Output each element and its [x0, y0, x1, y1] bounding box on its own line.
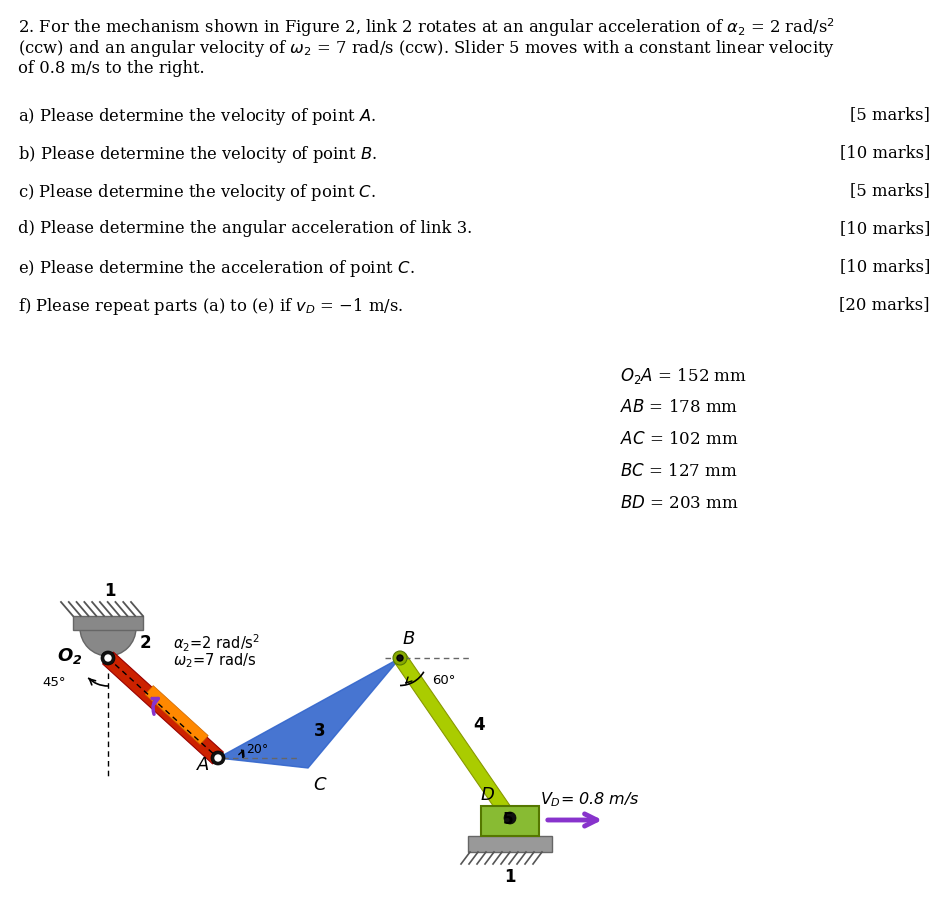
Polygon shape: [102, 652, 224, 764]
Text: $V_D$= 0.8 m/s: $V_D$= 0.8 m/s: [540, 791, 640, 809]
Circle shape: [397, 655, 403, 661]
Text: b) Please determine the velocity of point $B$.: b) Please determine the velocity of poin…: [18, 144, 377, 165]
Text: f) Please repeat parts (a) to (e) if $v_D$ = $-$1 m/s.: f) Please repeat parts (a) to (e) if $v_…: [18, 296, 403, 317]
Text: $\mathit{A}$: $\mathit{A}$: [196, 756, 210, 774]
Text: (ccw) and an angular velocity of $\omega_2$ = 7 rad/s (ccw). Slider 5 moves with: (ccw) and an angular velocity of $\omega…: [18, 38, 835, 59]
Circle shape: [504, 812, 516, 824]
Text: [10 marks]: [10 marks]: [840, 220, 930, 237]
Text: $\bfit{O_2}$: $\bfit{O_2}$: [57, 646, 82, 666]
Text: 4: 4: [473, 716, 484, 734]
Text: c) Please determine the velocity of point $C$.: c) Please determine the velocity of poin…: [18, 182, 375, 203]
Text: 60°: 60°: [432, 674, 455, 687]
Wedge shape: [80, 628, 136, 656]
Text: d) Please determine the angular acceleration of link 3.: d) Please determine the angular accelera…: [18, 220, 472, 237]
Circle shape: [101, 651, 115, 665]
Polygon shape: [145, 686, 209, 745]
Text: 1: 1: [104, 582, 116, 600]
Text: $\alpha_2$=2 rad/s$^2$: $\alpha_2$=2 rad/s$^2$: [173, 632, 260, 654]
Text: $\mathit{BC}$ = 127 mm: $\mathit{BC}$ = 127 mm: [620, 464, 738, 480]
Text: [10 marks]: [10 marks]: [840, 258, 930, 275]
Text: $\mathit{B}$: $\mathit{B}$: [402, 630, 415, 648]
Text: 2: 2: [140, 634, 152, 652]
Circle shape: [105, 655, 111, 661]
Circle shape: [393, 651, 407, 665]
Text: $\mathit{AB}$ = 178 mm: $\mathit{AB}$ = 178 mm: [620, 400, 738, 417]
Text: $\mathit{D}$: $\mathit{D}$: [480, 786, 495, 804]
Circle shape: [215, 755, 221, 761]
Text: e) Please determine the acceleration of point $C$.: e) Please determine the acceleration of …: [18, 258, 414, 279]
Text: [10 marks]: [10 marks]: [840, 144, 930, 161]
Bar: [468, 836, 552, 852]
Text: $\mathit{AC}$ = 102 mm: $\mathit{AC}$ = 102 mm: [620, 431, 738, 448]
Text: [5 marks]: [5 marks]: [850, 106, 930, 123]
Text: 3: 3: [314, 722, 325, 740]
Text: [20 marks]: [20 marks]: [840, 296, 930, 313]
Text: 20°: 20°: [246, 743, 268, 756]
Text: of 0.8 m/s to the right.: of 0.8 m/s to the right.: [18, 60, 205, 77]
Text: 1: 1: [504, 868, 516, 886]
Text: $\mathit{O_2A}$ = 152 mm: $\mathit{O_2A}$ = 152 mm: [620, 366, 747, 386]
Text: $\omega_2$=7 rad/s: $\omega_2$=7 rad/s: [173, 651, 257, 670]
Circle shape: [211, 751, 225, 765]
Text: 45°: 45°: [43, 676, 66, 689]
Text: 2. For the mechanism shown in Figure 2, link 2 rotates at an angular acceleratio: 2. For the mechanism shown in Figure 2, …: [18, 16, 835, 39]
Polygon shape: [218, 658, 400, 768]
Bar: [73, 616, 143, 630]
Polygon shape: [394, 654, 516, 822]
Text: 5: 5: [502, 813, 513, 827]
Text: $\mathit{BD}$ = 203 mm: $\mathit{BD}$ = 203 mm: [620, 496, 738, 513]
Text: [5 marks]: [5 marks]: [850, 182, 930, 199]
Text: a) Please determine the velocity of point $A$.: a) Please determine the velocity of poin…: [18, 106, 376, 127]
Bar: [481, 806, 539, 836]
Text: $\mathit{C}$: $\mathit{C}$: [313, 776, 327, 794]
